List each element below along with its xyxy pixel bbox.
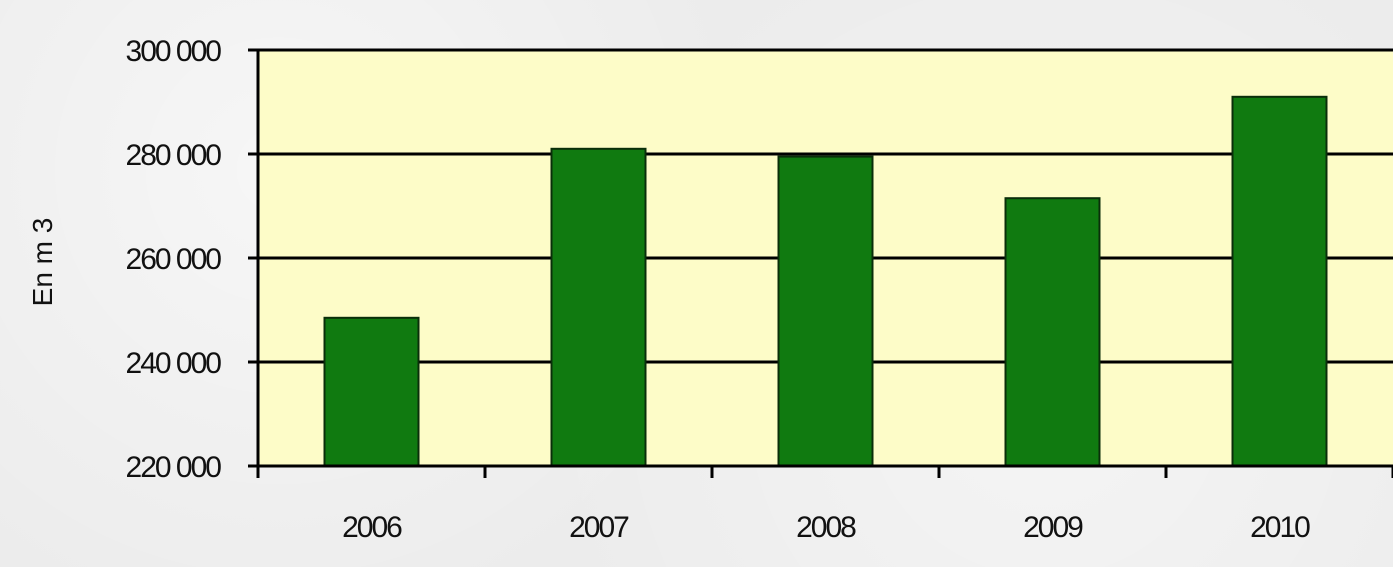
bars — [323, 95, 1328, 468]
x-tick-label: 2010 — [1250, 511, 1310, 544]
x-tick-label: 2006 — [342, 511, 402, 544]
axes — [248, 48, 1393, 478]
y-tick-label: 300 000 — [126, 35, 222, 68]
y-axis-title: En m 3 — [27, 218, 58, 307]
y-tick-label: 260 000 — [126, 243, 222, 276]
bar-2010 — [1231, 95, 1328, 468]
bar-2007 — [550, 147, 647, 468]
x-tick-label: 2009 — [1023, 511, 1083, 544]
y-tick-label: 220 000 — [126, 451, 222, 484]
x-tick-label: 2008 — [796, 511, 856, 544]
bar-2009 — [1004, 197, 1101, 467]
y-tick-label: 280 000 — [126, 139, 222, 172]
bar-2008 — [777, 155, 874, 467]
x-tick-labels: 2006 2007 2008 2009 2010 — [342, 511, 1312, 544]
x-tick-label: 2007 — [569, 511, 629, 544]
bar-2006 — [323, 316, 420, 467]
y-tick-label: 240 000 — [126, 347, 222, 380]
y-tick-labels: 220 000 240 000 260 000 280 000 300 000 — [126, 35, 224, 484]
